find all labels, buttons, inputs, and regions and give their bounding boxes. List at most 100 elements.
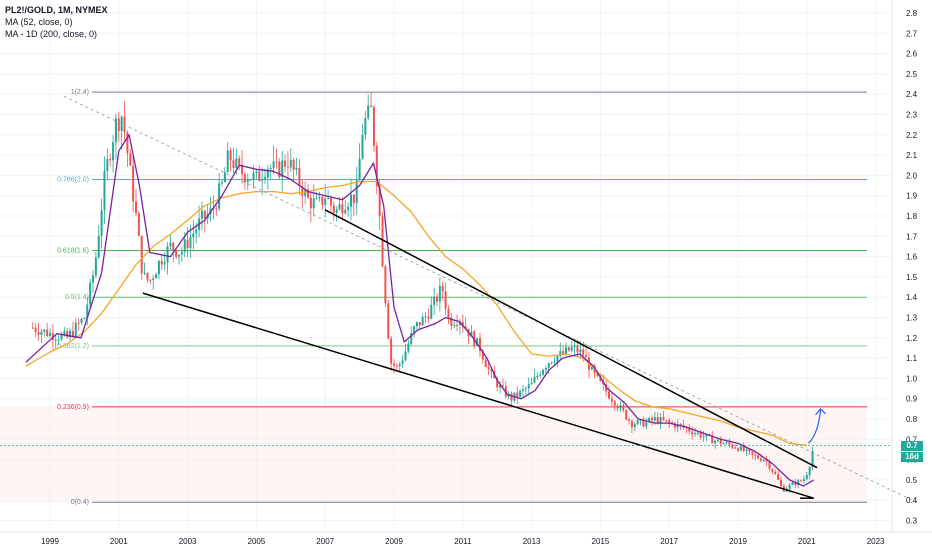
candle-body — [754, 454, 757, 456]
candle-body — [307, 189, 309, 198]
candle-body — [570, 347, 573, 351]
candle-body — [461, 321, 464, 327]
candle-body — [464, 326, 467, 329]
candle-body — [272, 161, 275, 168]
trendlines — [0, 95, 918, 503]
candle-body — [691, 431, 694, 435]
ma52-legend[interactable]: MA (52, close, 0) — [5, 17, 73, 27]
candle-body — [610, 398, 613, 402]
candle-body — [255, 171, 258, 173]
candle-body — [487, 367, 490, 370]
ma200-legend[interactable]: MA - 1D (200, close, 0) — [5, 29, 98, 39]
y-tick-label: 2.8 — [906, 9, 918, 18]
candle-body — [719, 439, 722, 444]
candle-body — [788, 484, 791, 489]
candle-body — [702, 436, 705, 438]
candle-body — [556, 355, 559, 362]
candle-body — [318, 196, 321, 198]
candle-body — [619, 405, 622, 409]
x-tick-label: 2009 — [385, 537, 403, 546]
candle-body — [378, 186, 381, 217]
arrow-head — [815, 407, 826, 416]
candle-body — [324, 198, 327, 205]
candle-body — [676, 423, 679, 428]
candle-body — [444, 291, 447, 309]
countdown-tag: 16d 5h — [901, 452, 923, 471]
candle-body — [390, 338, 393, 364]
candle-body — [155, 274, 158, 279]
y-tick-label: 0.3 — [906, 517, 918, 526]
candle-body — [352, 194, 355, 204]
candle-body — [284, 160, 287, 167]
candle-body — [275, 161, 278, 163]
candle-body — [97, 235, 100, 258]
candle-body — [180, 251, 183, 255]
candle-body — [186, 239, 189, 249]
candle-body — [759, 458, 762, 461]
candle-body — [407, 343, 410, 352]
candle-body — [92, 275, 94, 283]
candle-body — [166, 246, 169, 263]
candle-body — [112, 142, 115, 161]
candle-body — [731, 444, 734, 448]
candle-body — [774, 471, 777, 475]
candle-body — [668, 420, 671, 423]
candle-body — [553, 361, 556, 363]
candle-body — [427, 316, 430, 319]
candle-body — [43, 329, 46, 332]
candle-body — [800, 480, 803, 482]
candle-body — [728, 442, 731, 445]
x-tick-label: 2001 — [110, 537, 128, 546]
candle-body — [739, 446, 742, 451]
candle-body — [387, 303, 390, 339]
y-tick-label: 1.5 — [906, 273, 918, 282]
candle-body — [395, 365, 398, 367]
candle-body — [481, 351, 484, 360]
fib-retracement: 1(2.4) 0.786(2.0) 0.618(1.6) 0.5(1.4) 0.382(… — [0, 89, 867, 506]
y-tick-label: 0.7 — [906, 435, 918, 444]
candle-body — [421, 316, 424, 326]
candle-body — [178, 254, 180, 257]
candle-body — [355, 180, 358, 204]
candle-body — [791, 482, 794, 485]
symbol-title[interactable]: PL2!/GOLD, 1M, NYMEX — [5, 5, 108, 15]
candle-body — [229, 150, 232, 161]
candle-body — [298, 167, 301, 187]
candle-body — [533, 377, 536, 383]
y-tick-label: 0.8 — [906, 415, 918, 424]
candle-body — [734, 447, 737, 449]
candle-body — [89, 282, 92, 305]
candle-body — [771, 468, 774, 472]
candle-body — [106, 158, 109, 172]
candle-body — [235, 158, 238, 168]
y-tick-label: 1.8 — [906, 212, 918, 221]
candle-body — [811, 450, 814, 468]
y-tick-label: 1.0 — [906, 374, 918, 383]
candle-body — [613, 401, 616, 406]
candle-body — [659, 417, 662, 423]
candle-body — [436, 296, 438, 302]
candle-body — [123, 116, 126, 133]
trendline — [142, 292, 814, 499]
candle-body — [645, 421, 648, 427]
candle-body — [238, 158, 241, 165]
candle-body — [249, 179, 252, 181]
candle-body — [694, 433, 696, 435]
y-tick-label: 1.2 — [906, 334, 918, 343]
candle-body — [501, 385, 504, 387]
fib-zone — [0, 406, 867, 503]
y-tick-label: 0.4 — [906, 496, 918, 505]
candle-body — [295, 167, 298, 170]
candle-body — [34, 327, 37, 332]
candle-body — [289, 159, 292, 168]
candle-body — [768, 461, 771, 469]
candle-body — [74, 322, 77, 337]
candle-body — [762, 460, 765, 462]
candle-body — [49, 332, 51, 337]
ma200-line — [25, 180, 807, 447]
candle-body — [705, 434, 708, 437]
candle-body — [172, 242, 175, 251]
candle-body — [401, 360, 404, 364]
candle-body — [315, 197, 318, 199]
